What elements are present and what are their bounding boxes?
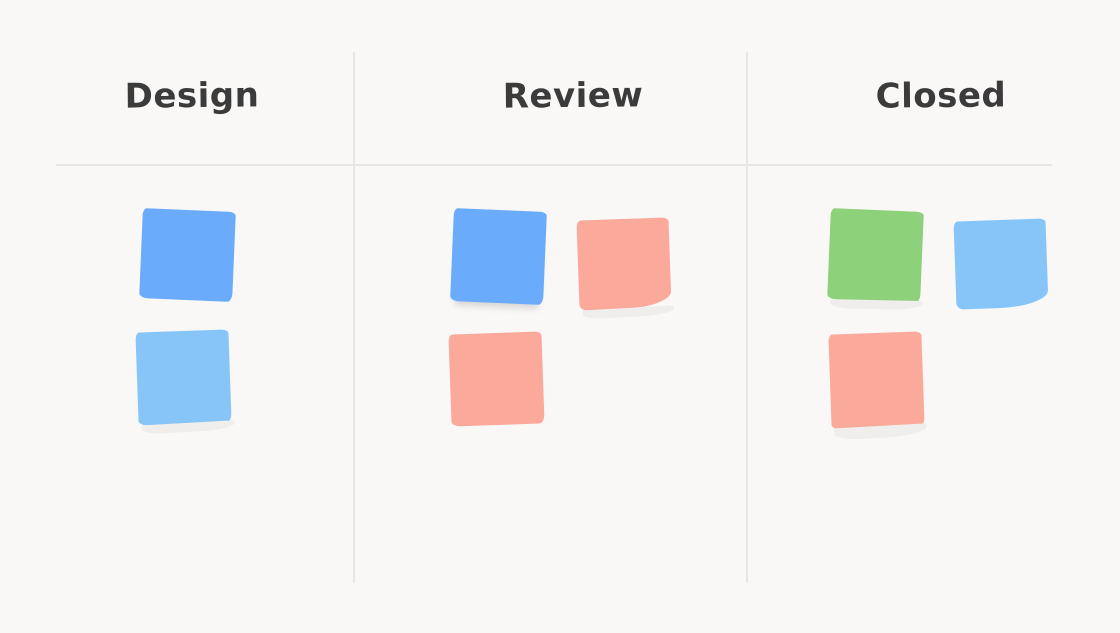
- sticky-note[interactable]: [448, 331, 545, 427]
- column-title-closed[interactable]: Closed: [875, 75, 1007, 117]
- sticky-note[interactable]: [828, 331, 925, 430]
- sticky-note[interactable]: [576, 217, 672, 311]
- column-title-design[interactable]: Design: [124, 75, 260, 117]
- sticky-note[interactable]: [827, 208, 924, 303]
- sticky-note[interactable]: [139, 208, 236, 302]
- sticky-note[interactable]: [450, 208, 547, 305]
- sticky-note[interactable]: [135, 329, 232, 426]
- column-divider: [746, 52, 748, 583]
- column-divider: [353, 52, 355, 583]
- column-title-review[interactable]: Review: [502, 75, 644, 117]
- sticky-note[interactable]: [953, 218, 1049, 310]
- header-divider: [56, 164, 1052, 166]
